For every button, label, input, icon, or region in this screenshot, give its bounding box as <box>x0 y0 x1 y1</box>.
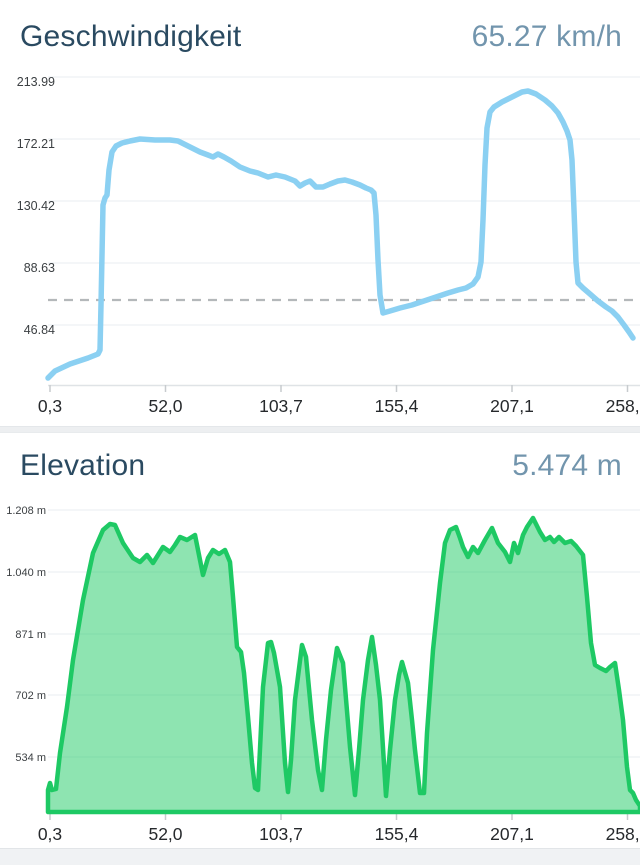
elevation-x-label: 0,3 <box>38 824 62 844</box>
elevation-y-label: 1.040 m <box>6 567 46 579</box>
speed-line <box>45 88 636 381</box>
speed-x-label: 103,7 <box>259 396 303 416</box>
speed-y-label: 130.42 <box>17 199 55 213</box>
elevation-y-labels: 1.208 m 1.040 m 871 m 702 m 534 m <box>6 505 46 764</box>
elevation-x-label: 103,7 <box>259 824 303 844</box>
speed-y-label: 172.21 <box>17 137 55 151</box>
elevation-x-label: 52,0 <box>148 824 182 844</box>
elevation-x-label: 207,1 <box>490 824 534 844</box>
elevation-card-header: Elevation 5.474 m <box>20 449 622 483</box>
speed-x-ticks <box>49 385 629 392</box>
elevation-area <box>45 515 640 815</box>
speed-x-label: 155,4 <box>375 396 419 416</box>
speed-y-label: 213.99 <box>17 75 55 89</box>
speed-x-label: 258,8 <box>606 396 640 416</box>
speed-x-label: 0,3 <box>38 396 62 416</box>
speed-current-value: 65.27 km/h <box>471 20 622 53</box>
elevation-y-label: 871 m <box>15 629 46 641</box>
speed-y-label: 88.63 <box>24 261 55 275</box>
elevation-card-title: Elevation <box>20 449 146 482</box>
speed-card-title: Geschwindigkeit <box>20 20 242 53</box>
speed-card: Geschwindigkeit 65.27 km/h 213.99 <box>0 0 640 426</box>
next-card-edge <box>0 848 640 865</box>
elevation-y-label: 702 m <box>15 690 46 702</box>
speed-x-label: 207,1 <box>490 396 534 416</box>
elevation-current-value: 5.474 m <box>512 449 622 482</box>
speed-x-label: 52,0 <box>148 396 182 416</box>
speed-y-label: 46.84 <box>24 323 55 337</box>
elevation-chart[interactable]: 1.208 m 1.040 m 871 m 702 m 534 m 0,3 52… <box>0 495 640 848</box>
elevation-x-label: 155,4 <box>375 824 419 844</box>
elevation-x-label: 258,8 <box>606 824 640 844</box>
speed-y-labels: 213.99 172.21 130.42 88.63 46.84 <box>17 75 55 337</box>
speed-chart[interactable]: 213.99 172.21 130.42 88.63 46.84 0,3 52,… <box>0 60 640 420</box>
elevation-y-label: 1.208 m <box>6 505 46 517</box>
speed-gridlines <box>48 76 640 387</box>
speed-card-header: Geschwindigkeit 65.27 km/h <box>20 20 622 54</box>
speed-x-labels: 0,3 52,0 103,7 155,4 207,1 258,8 <box>38 396 640 416</box>
elevation-y-label: 534 m <box>15 752 46 764</box>
elevation-card: Elevation 5.474 m 1.208 m 1.040 m 871 m <box>0 433 640 848</box>
card-divider <box>0 426 640 433</box>
elevation-x-labels: 0,3 52,0 103,7 155,4 207,1 258,8 <box>38 824 640 844</box>
